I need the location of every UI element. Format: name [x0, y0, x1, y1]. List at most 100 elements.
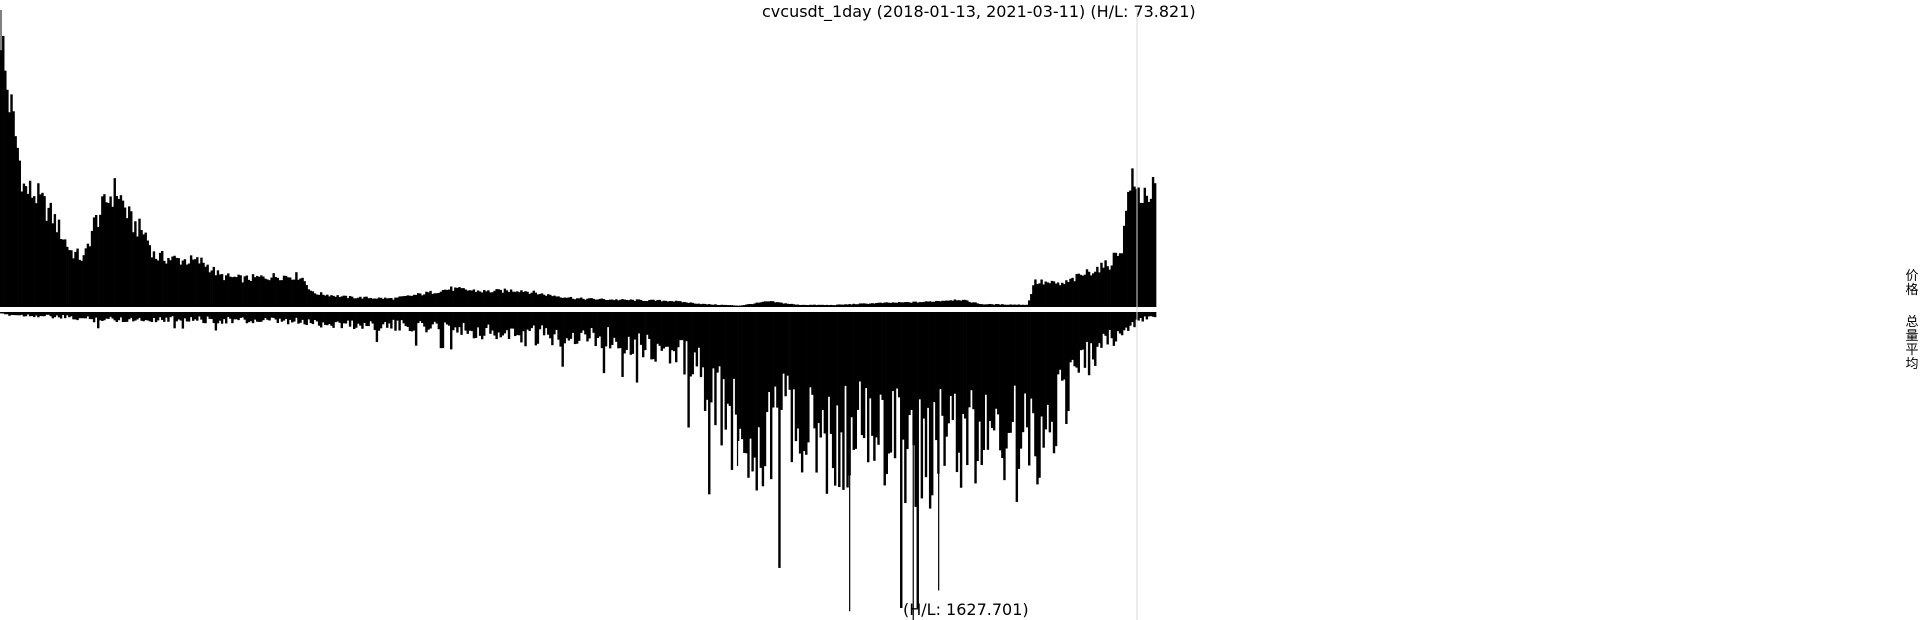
- bar: [243, 276, 246, 307]
- bar: [970, 302, 973, 307]
- bar: [276, 277, 280, 307]
- bar: [127, 312, 131, 320]
- bar: [1003, 312, 1006, 481]
- bar: [503, 312, 507, 334]
- bar: [666, 312, 670, 347]
- bar: [1073, 312, 1076, 367]
- bar: [495, 289, 498, 307]
- bar: [20, 312, 24, 315]
- bar: [138, 312, 141, 318]
- bar: [608, 299, 612, 307]
- bar: [623, 312, 626, 354]
- bar: [935, 300, 938, 307]
- bar: [301, 277, 304, 307]
- bar: [107, 203, 110, 307]
- bar: [202, 312, 205, 324]
- bar: [406, 295, 410, 307]
- bar: [594, 299, 597, 307]
- bar: [392, 299, 395, 307]
- bar: [743, 305, 746, 307]
- bar: [703, 312, 707, 412]
- bar: [328, 312, 331, 324]
- bar: [59, 312, 63, 319]
- bar: [175, 312, 178, 322]
- bar: [534, 292, 538, 307]
- bar: [675, 300, 678, 307]
- bar: [879, 312, 882, 395]
- bar: [778, 302, 781, 307]
- bar: [1021, 304, 1025, 307]
- bar: [815, 312, 818, 473]
- bar: [551, 296, 554, 307]
- bar: [685, 312, 688, 342]
- bar: [1001, 304, 1004, 307]
- bar: [1079, 274, 1083, 307]
- bar: [1038, 312, 1041, 478]
- bar: [833, 305, 837, 307]
- bar: [697, 312, 701, 348]
- bar: [683, 312, 686, 375]
- bar: [840, 312, 843, 433]
- bar: [163, 260, 166, 307]
- bar: [421, 295, 424, 307]
- bar: [1118, 253, 1122, 307]
- bar: [225, 312, 228, 324]
- bar: [864, 312, 868, 389]
- bar: [879, 302, 882, 307]
- bar: [423, 312, 426, 327]
- bar: [134, 312, 137, 321]
- bar: [2, 35, 5, 307]
- bar: [578, 298, 581, 307]
- bar: [1013, 312, 1016, 386]
- bar: [156, 312, 160, 321]
- bar: [41, 192, 44, 307]
- bar: [47, 312, 50, 315]
- bar: [516, 291, 519, 307]
- bar: [590, 312, 593, 329]
- bar: [654, 312, 657, 362]
- bar: [1030, 312, 1033, 399]
- bar: [724, 304, 727, 307]
- bar: [55, 232, 59, 307]
- bar: [619, 312, 622, 349]
- bar: [0, 312, 3, 314]
- bar: [167, 312, 170, 322]
- bar: [412, 312, 416, 331]
- bar: [1077, 312, 1080, 373]
- bar: [26, 312, 30, 315]
- bar: [908, 312, 911, 416]
- bar: [1137, 312, 1140, 321]
- bar: [402, 312, 405, 324]
- bar: [328, 296, 331, 307]
- bar: [371, 298, 374, 307]
- bar: [189, 312, 193, 318]
- bar: [708, 312, 711, 495]
- bar: [972, 302, 975, 307]
- bar: [994, 312, 998, 409]
- bar: [877, 302, 880, 307]
- bar: [262, 312, 265, 321]
- bar: [468, 312, 471, 331]
- bar: [30, 197, 34, 307]
- bar: [1149, 312, 1153, 317]
- bar: [592, 298, 595, 307]
- bar: [617, 312, 620, 349]
- bar: [82, 312, 85, 319]
- bar: [555, 312, 558, 330]
- bar: [464, 289, 467, 307]
- bar: [588, 298, 591, 307]
- bar: [920, 312, 924, 499]
- bar: [167, 257, 170, 307]
- bar: [1106, 266, 1109, 307]
- bar: [183, 259, 187, 307]
- bar: [745, 312, 748, 454]
- bar: [986, 312, 990, 450]
- bar: [338, 312, 341, 323]
- bar: [505, 312, 509, 331]
- bar: [668, 312, 672, 364]
- bar: [1052, 312, 1056, 454]
- bar: [441, 290, 445, 307]
- bar: [1129, 190, 1132, 307]
- bar: [359, 296, 362, 307]
- bar: [462, 288, 465, 307]
